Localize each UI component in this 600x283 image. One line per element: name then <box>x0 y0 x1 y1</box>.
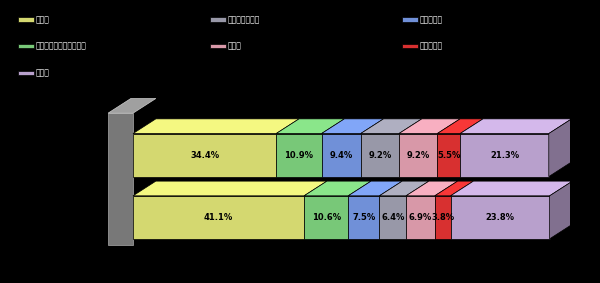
Text: 医療・福祉: 医療・福祉 <box>420 15 443 24</box>
Polygon shape <box>322 119 383 134</box>
Polygon shape <box>348 196 379 239</box>
Polygon shape <box>379 181 429 196</box>
Polygon shape <box>399 119 460 134</box>
Polygon shape <box>304 181 371 196</box>
Polygon shape <box>406 196 435 239</box>
Text: 23.8%: 23.8% <box>485 213 515 222</box>
FancyBboxPatch shape <box>402 44 418 48</box>
Polygon shape <box>133 181 327 196</box>
Text: その他: その他 <box>36 68 50 78</box>
Polygon shape <box>406 181 458 196</box>
Text: 9.2%: 9.2% <box>406 151 430 160</box>
FancyBboxPatch shape <box>18 18 34 22</box>
Polygon shape <box>435 181 473 196</box>
Text: 7.5%: 7.5% <box>352 213 376 222</box>
Polygon shape <box>435 196 451 239</box>
Text: 情報通信業: 情報通信業 <box>420 41 443 50</box>
Polygon shape <box>108 113 133 245</box>
Text: 3.8%: 3.8% <box>431 213 454 222</box>
Polygon shape <box>399 134 437 177</box>
Polygon shape <box>460 134 549 177</box>
FancyBboxPatch shape <box>18 70 34 75</box>
Text: 34.4%: 34.4% <box>190 151 219 160</box>
Text: 宿泊業・飲食サービス業: 宿泊業・飲食サービス業 <box>36 41 87 50</box>
Polygon shape <box>460 119 572 134</box>
Polygon shape <box>304 196 348 239</box>
Text: 卸売業・小売業: 卸売業・小売業 <box>228 15 260 24</box>
Polygon shape <box>348 181 402 196</box>
Text: 製造業: 製造業 <box>36 15 50 24</box>
Polygon shape <box>361 119 422 134</box>
Text: 6.4%: 6.4% <box>381 213 404 222</box>
Text: 41.1%: 41.1% <box>204 213 233 222</box>
Polygon shape <box>550 181 572 239</box>
Text: 10.9%: 10.9% <box>284 151 313 160</box>
Text: 建設業: 建設業 <box>228 41 242 50</box>
Polygon shape <box>133 119 299 134</box>
Text: 6.9%: 6.9% <box>409 213 432 222</box>
Polygon shape <box>361 134 399 177</box>
Polygon shape <box>108 98 156 113</box>
Polygon shape <box>549 119 572 177</box>
Polygon shape <box>276 119 344 134</box>
Polygon shape <box>276 134 322 177</box>
Polygon shape <box>451 181 572 196</box>
FancyBboxPatch shape <box>210 18 226 22</box>
Polygon shape <box>133 134 276 177</box>
FancyBboxPatch shape <box>18 44 34 48</box>
Text: 5.5%: 5.5% <box>437 151 460 160</box>
Text: 10.6%: 10.6% <box>311 213 341 222</box>
Text: 21.3%: 21.3% <box>490 151 519 160</box>
Text: 9.2%: 9.2% <box>368 151 391 160</box>
Polygon shape <box>379 196 406 239</box>
Polygon shape <box>322 134 361 177</box>
FancyBboxPatch shape <box>210 44 226 48</box>
Polygon shape <box>437 119 483 134</box>
FancyBboxPatch shape <box>402 18 418 22</box>
Polygon shape <box>133 196 304 239</box>
Polygon shape <box>437 134 460 177</box>
Polygon shape <box>451 196 550 239</box>
Text: 9.4%: 9.4% <box>329 151 353 160</box>
